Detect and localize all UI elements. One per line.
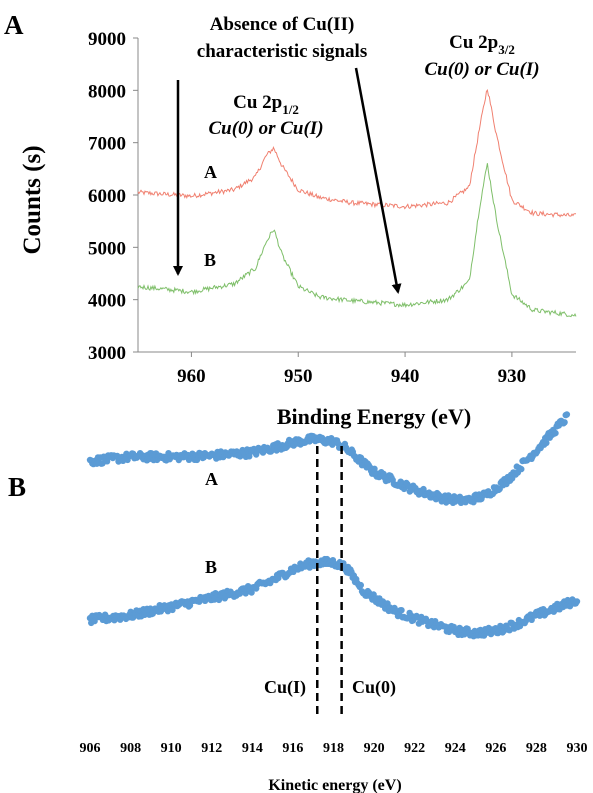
- kinetic-x-tick-label: 926: [485, 741, 506, 756]
- y-tick-label: 8000: [88, 81, 126, 102]
- data-point: [566, 603, 574, 610]
- series-label-a: A: [204, 162, 217, 182]
- cu0-label: Cu(0): [352, 677, 396, 698]
- absence-annotation-line2: characteristic signals: [197, 41, 367, 62]
- data-point: [248, 589, 255, 596]
- data-point: [357, 581, 364, 589]
- kinetic-x-tick-label: 916: [282, 741, 303, 756]
- cu-2p12-name: Cu 2p: [233, 92, 282, 113]
- x-ticks: 906 908 910 912 914 916 918 920 922 924 926 928 930: [80, 741, 588, 756]
- data-point: [543, 439, 550, 447]
- xps-chart: 3000 4000 5000 6000 7000 8000 9000 960 950 940 93…: [19, 14, 577, 429]
- scatter-series-label-b: B: [205, 557, 217, 577]
- cu-2p12-label: Cu 2p1/2: [233, 92, 299, 117]
- x-tick-label: 930: [498, 366, 527, 387]
- scatter-points: [86, 411, 581, 640]
- y-tick-label: 4000: [88, 291, 126, 312]
- data-point: [398, 607, 405, 614]
- data-point: [246, 453, 253, 460]
- panel-label-a: A: [4, 10, 24, 40]
- cu-2p12-subscript: 1/2: [282, 102, 299, 117]
- kinetic-x-tick-label: 914: [242, 741, 263, 756]
- kinetic-x-axis-label: Kinetic energy (eV): [268, 777, 401, 793]
- x-tick-label: 950: [284, 366, 313, 387]
- data-point: [561, 419, 568, 426]
- auger-chart: 906 908 910 912 914 916 918 920 922 924 926 928 930 …: [80, 411, 588, 793]
- data-point: [518, 465, 525, 473]
- y-tick-label: 7000: [88, 134, 126, 155]
- cu-2p32-name: Cu 2p: [449, 32, 498, 53]
- kinetic-x-tick-label: 928: [526, 741, 547, 756]
- cu-2p32-label: Cu 2p3/2: [449, 32, 515, 57]
- panel-label-b: B: [8, 472, 26, 502]
- data-point: [573, 598, 581, 605]
- series-lines: [137, 89, 577, 318]
- data-point: [470, 499, 477, 506]
- reference-lines: [316, 446, 343, 718]
- absence-arrow-right: [354, 67, 402, 294]
- kinetic-x-tick-label: 910: [161, 741, 182, 756]
- series-label-b: B: [204, 250, 216, 270]
- absence-annotation-line1: Absence of Cu(II): [210, 14, 355, 35]
- kinetic-x-tick-label: 908: [120, 741, 141, 756]
- kinetic-x-tick-label: 920: [364, 741, 385, 756]
- cu1-label: Cu(I): [264, 677, 306, 698]
- x-tick-label: 960: [177, 366, 206, 387]
- scatter-series-label-a: A: [205, 469, 218, 489]
- y-ticks: 3000 4000 5000 6000 7000 8000 9000: [88, 29, 138, 364]
- y-axis-label: Counts (s): [19, 145, 46, 254]
- series-line-a: [137, 89, 577, 218]
- cu-2p32-state: Cu(0) or Cu(I): [424, 59, 539, 80]
- data-point: [552, 429, 559, 437]
- x-tick-label: 940: [391, 366, 420, 387]
- y-tick-label: 6000: [88, 186, 126, 207]
- y-tick-label: 9000: [88, 29, 126, 50]
- series-line-b: [137, 163, 577, 318]
- data-point: [169, 606, 176, 614]
- kinetic-x-tick-label: 906: [80, 741, 101, 756]
- data-point: [536, 612, 543, 619]
- cu-2p32-subscript: 3/2: [498, 42, 515, 57]
- x-ticks: 960 950 940 930: [177, 352, 526, 387]
- y-tick-label: 3000: [88, 343, 126, 364]
- data-point: [371, 465, 378, 472]
- y-tick-label: 5000: [88, 238, 126, 259]
- x-axis-label: Binding Energy (eV): [277, 404, 471, 429]
- kinetic-x-tick-label: 930: [567, 741, 588, 756]
- kinetic-x-tick-label: 924: [445, 741, 466, 756]
- kinetic-x-tick-label: 918: [323, 741, 344, 756]
- cu-2p12-state: Cu(0) or Cu(I): [208, 118, 323, 139]
- kinetic-x-tick-label: 922: [404, 741, 425, 756]
- data-point: [563, 411, 571, 418]
- kinetic-x-tick-label: 912: [201, 741, 222, 756]
